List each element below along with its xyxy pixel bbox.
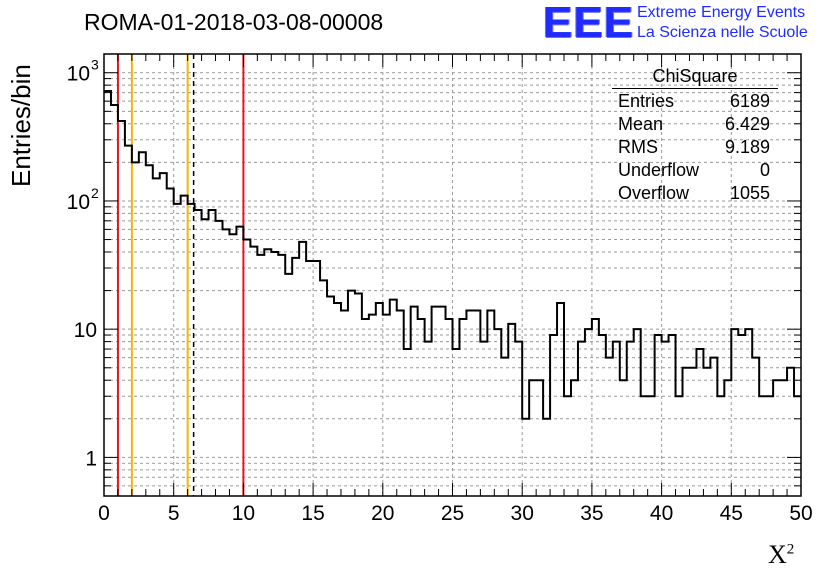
y-tick-label: 1 xyxy=(85,447,97,470)
x-tick-label: 30 xyxy=(511,502,534,525)
logo-tagline-1: Extreme Energy Events xyxy=(637,4,806,21)
histogram-series xyxy=(104,90,801,420)
x-tick-label: 5 xyxy=(168,502,180,525)
stats-row: Mean 6.429 xyxy=(618,114,770,134)
eee-logo: EEE xyxy=(543,0,635,47)
x-tick-label: 25 xyxy=(441,502,464,525)
stats-row: RMS 9.189 xyxy=(618,137,770,157)
logo-tagline-2: La Scienza nelle Scuole xyxy=(637,24,808,41)
reference-lines xyxy=(116,54,245,496)
stats-box: ChiSquare Entries 6189 Mean 6.429 RMS 9.189… xyxy=(612,66,778,205)
x-tick-label: 35 xyxy=(580,502,603,525)
x-tick-label: 0 xyxy=(98,502,110,525)
x-tick-label: 20 xyxy=(371,502,394,525)
x-tick-label: 15 xyxy=(301,502,324,525)
stats-row: Underflow 0 xyxy=(618,160,770,180)
chart-title: ROMA-01-2018-03-08-00008 xyxy=(84,9,384,35)
x-axis-label: X2 xyxy=(768,540,795,569)
stats-title: ChiSquare xyxy=(612,66,778,89)
y-axis-label: Entries/bin xyxy=(6,64,36,187)
y-tick-exponent: 3 xyxy=(91,57,99,73)
x-tick-label: 40 xyxy=(650,502,673,525)
y-tick-label: 10 xyxy=(67,191,90,214)
x-tick-label: 10 xyxy=(232,502,255,525)
y-tick-label: 10 xyxy=(67,63,90,86)
y-tick-label: 10 xyxy=(74,319,97,342)
stats-row: Entries 6189 xyxy=(618,91,770,111)
stats-row: Overflow 1055 xyxy=(618,183,770,203)
x-tick-label: 50 xyxy=(789,502,812,525)
y-tick-exponent: 2 xyxy=(91,185,99,201)
x-tick-label: 45 xyxy=(720,502,743,525)
axis-ticks xyxy=(103,54,802,496)
